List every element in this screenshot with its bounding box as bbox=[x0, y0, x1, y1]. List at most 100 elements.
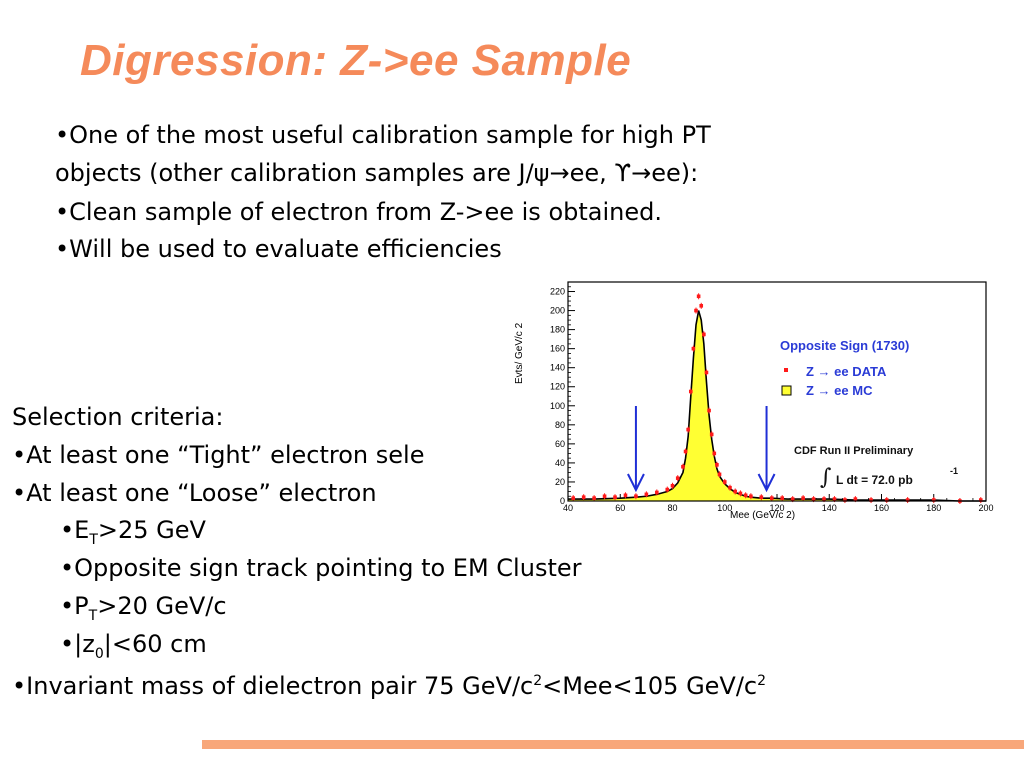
cut-arrow-head bbox=[627, 473, 645, 493]
data-point bbox=[709, 432, 714, 437]
y-tick-label: 60 bbox=[555, 439, 565, 449]
data-point bbox=[686, 427, 690, 432]
legend-data-label: Z → ee DATA bbox=[806, 364, 887, 379]
x-axis-label: Mee (GeV/c 2) bbox=[730, 510, 795, 521]
legend-mc-label: Z → ee MC bbox=[806, 383, 873, 398]
y-tick-label: 180 bbox=[550, 325, 565, 335]
x-tick-label: 160 bbox=[874, 503, 889, 513]
data-point bbox=[749, 494, 753, 499]
data-point bbox=[691, 346, 696, 351]
x-tick-label: 120 bbox=[769, 503, 784, 513]
data-point bbox=[905, 498, 910, 502]
data-point bbox=[712, 451, 717, 456]
selection-mass-window: •Invariant mass of dielectron pair 75 Ge… bbox=[12, 666, 766, 701]
data-point bbox=[623, 493, 628, 498]
z0-prefix: •|z bbox=[60, 630, 95, 658]
data-point bbox=[670, 483, 675, 488]
data-point bbox=[634, 494, 638, 499]
data-point bbox=[702, 332, 706, 337]
data-points bbox=[571, 293, 983, 504]
data-point bbox=[681, 464, 685, 469]
data-point bbox=[811, 497, 816, 501]
data-point bbox=[869, 498, 873, 502]
mc-histogram-outline bbox=[568, 310, 986, 502]
preliminary-label: CDF Run II Preliminary bbox=[794, 445, 914, 457]
mass-text-b: <Mee<105 GeV/c bbox=[542, 672, 758, 700]
x-tick-label: 200 bbox=[978, 503, 993, 513]
data-point bbox=[738, 491, 743, 496]
footer-accent-bar bbox=[202, 740, 1024, 749]
y-tick-label: 100 bbox=[550, 401, 565, 411]
data-point bbox=[822, 497, 826, 501]
y-tick-label: 20 bbox=[555, 477, 565, 487]
y-tick-label: 120 bbox=[550, 382, 565, 392]
data-point bbox=[728, 485, 732, 490]
y-tick-label: 40 bbox=[555, 458, 565, 468]
y-axis-ticks: 0 20 40 60 80 100 120 140 160 180 200 220 bbox=[550, 281, 575, 506]
data-point bbox=[884, 498, 889, 502]
plot-frame bbox=[567, 281, 987, 502]
data-point bbox=[613, 495, 617, 499]
y-axis-label: Evts/ GeV/c 2 bbox=[514, 322, 525, 384]
selection-pt: •PT>20 GeV/c bbox=[60, 591, 227, 631]
data-point bbox=[790, 497, 795, 501]
data-point bbox=[602, 494, 607, 499]
mass-sup-2: 2 bbox=[757, 673, 767, 689]
cut-arrow-head bbox=[757, 473, 776, 493]
data-point bbox=[571, 496, 576, 500]
selection-et: •ET>25 GeV bbox=[60, 515, 206, 555]
legend-data-marker bbox=[784, 368, 788, 372]
y-tick-label: 220 bbox=[550, 287, 565, 297]
pt-sub: T bbox=[88, 607, 98, 624]
data-point bbox=[853, 497, 858, 501]
data-point bbox=[743, 493, 748, 498]
luminosity-label: L dt = 72.0 pb bbox=[836, 473, 913, 487]
data-point bbox=[694, 308, 698, 313]
et-prefix: •E bbox=[60, 516, 90, 544]
x-tick-label: 180 bbox=[926, 503, 941, 513]
integral-sign-icon: ∫ bbox=[820, 465, 832, 490]
x-tick-label: 100 bbox=[717, 503, 732, 513]
data-point bbox=[592, 496, 596, 500]
y-tick-label: 0 bbox=[560, 496, 565, 506]
data-point bbox=[675, 476, 680, 480]
y-tick-label: 200 bbox=[550, 306, 565, 316]
data-point bbox=[699, 304, 704, 308]
zee-mass-histogram: 0 20 40 60 80 100 120 140 160 180 200 220 40 60 80 100… bbox=[514, 281, 994, 521]
data-point bbox=[704, 370, 709, 375]
selection-loose: •At least one “Loose” electron bbox=[12, 479, 377, 507]
data-point bbox=[683, 449, 688, 454]
data-point bbox=[644, 492, 649, 497]
y-tick-label: 160 bbox=[550, 344, 565, 354]
data-point bbox=[655, 490, 659, 495]
legend-mc-swatch bbox=[781, 385, 792, 396]
data-point bbox=[843, 498, 847, 502]
selection-z0: •|z0|<60 cm bbox=[60, 629, 207, 669]
data-point bbox=[769, 496, 774, 500]
selection-tight: •At least one “Tight” electron sele bbox=[12, 441, 425, 469]
x-tick-label: 80 bbox=[667, 503, 677, 513]
x-tick-label: 60 bbox=[615, 503, 625, 513]
x-tick-label: 140 bbox=[822, 503, 837, 513]
data-point bbox=[581, 495, 586, 499]
data-point bbox=[733, 489, 737, 494]
data-point bbox=[665, 487, 670, 492]
data-point bbox=[688, 389, 693, 394]
data-point bbox=[801, 496, 805, 500]
luminosity-exponent: -1 bbox=[950, 466, 958, 476]
legend-header: Opposite Sign (1730) bbox=[780, 338, 909, 353]
data-point bbox=[717, 472, 722, 477]
bullet-clean-sample: •Clean sample of electron from Z->ee is … bbox=[55, 198, 662, 226]
mass-text-a: •Invariant mass of dielectron pair 75 Ge… bbox=[12, 672, 534, 700]
bullet-calibration-line1: •One of the most useful calibration samp… bbox=[55, 121, 711, 149]
data-point bbox=[759, 495, 764, 499]
z0-rest: |<60 cm bbox=[103, 630, 207, 658]
data-point bbox=[832, 497, 837, 501]
pt-rest: >20 GeV/c bbox=[97, 592, 227, 620]
data-point bbox=[978, 498, 983, 502]
et-sub: T bbox=[89, 531, 98, 548]
data-point bbox=[707, 408, 711, 413]
mc-histogram-fill bbox=[568, 310, 986, 501]
data-point bbox=[931, 498, 936, 502]
et-rest: >25 GeV bbox=[97, 516, 206, 544]
